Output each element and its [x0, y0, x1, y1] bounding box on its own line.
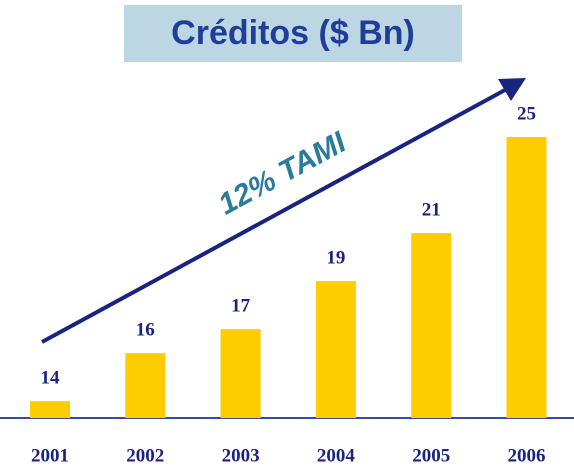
- bar: [506, 137, 547, 418]
- trend-arrow: [41, 88, 506, 344]
- arrow-head: [498, 78, 526, 101]
- x-tick-label: 2006: [508, 445, 546, 466]
- bar: [411, 233, 452, 418]
- annotation: 12% TAMI: [213, 126, 352, 222]
- value-label: 25: [517, 103, 536, 124]
- bar: [30, 401, 70, 418]
- value-label: 16: [136, 320, 155, 341]
- x-tick-label: 2004: [317, 445, 356, 466]
- bar: [125, 353, 166, 418]
- value-label: 19: [326, 247, 345, 268]
- x-tick-label: 2005: [412, 445, 450, 466]
- x-tick-label: 2003: [222, 445, 260, 466]
- title-box: [124, 5, 462, 62]
- chart-title: Créditos ($ Bn): [171, 14, 415, 52]
- value-label: 14: [41, 368, 61, 389]
- x-tick-label: 2002: [126, 445, 164, 466]
- bar: [315, 281, 356, 418]
- value-label: 17: [231, 295, 251, 316]
- value-label: 21: [422, 199, 441, 220]
- x-tick-label: 2001: [31, 445, 69, 466]
- bar: [220, 329, 261, 418]
